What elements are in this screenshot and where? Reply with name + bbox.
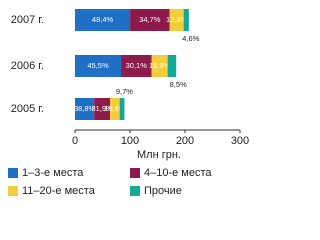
bar-segment <box>94 98 110 120</box>
value-label: 38,8% <box>74 104 96 113</box>
value-label: 9,7% <box>116 87 133 96</box>
bar-segment <box>169 9 184 31</box>
bar-segment <box>109 98 120 120</box>
legend-swatch <box>8 186 18 196</box>
y-tick-label: 2006 г. <box>11 60 44 72</box>
bar-segment <box>119 98 125 120</box>
bar-segment <box>75 9 131 31</box>
bar-segment <box>167 55 177 77</box>
legend-label: Прочие <box>144 185 182 197</box>
x-axis-label: Млн грн. <box>137 149 181 161</box>
legend-swatch <box>130 168 140 178</box>
y-tick-label: 2005 г. <box>11 103 44 115</box>
bar-segment <box>121 55 152 77</box>
value-label: 34,7% <box>139 15 161 24</box>
x-tick-label: 0 <box>72 135 78 147</box>
value-label: 48,4% <box>92 15 114 24</box>
legend-label: 4–10-е места <box>144 167 212 179</box>
value-label: 8,5% <box>170 80 187 89</box>
legend-swatch <box>8 168 18 178</box>
value-label: 4,6% <box>182 34 199 43</box>
value-label: 30,1% <box>126 61 148 70</box>
chart: Млн грн. 0 100 200 300 2007 г. 48,4% 34,7% 12,3… <box>8 9 249 197</box>
x-tick-label: 100 <box>121 135 139 147</box>
bar-segment <box>130 9 170 31</box>
value-label: 45,5% <box>87 61 109 70</box>
value-label: 12,3% <box>166 15 188 24</box>
value-label: 19,6% <box>104 104 126 113</box>
value-label: 31,9% <box>91 104 113 113</box>
bar-segment <box>183 9 189 31</box>
bar-segment <box>75 98 95 120</box>
legend-label: 1–3-е места <box>22 167 84 179</box>
legend-swatch <box>130 186 140 196</box>
value-label: 15,9% <box>149 61 171 70</box>
y-tick-label: 2007 г. <box>11 14 44 26</box>
x-tick-label: 200 <box>176 135 194 147</box>
x-tick-label: 300 <box>231 135 249 147</box>
bar-segment <box>75 55 122 77</box>
bar-segment <box>151 55 168 77</box>
legend-label: 11–20-е места <box>22 185 96 197</box>
